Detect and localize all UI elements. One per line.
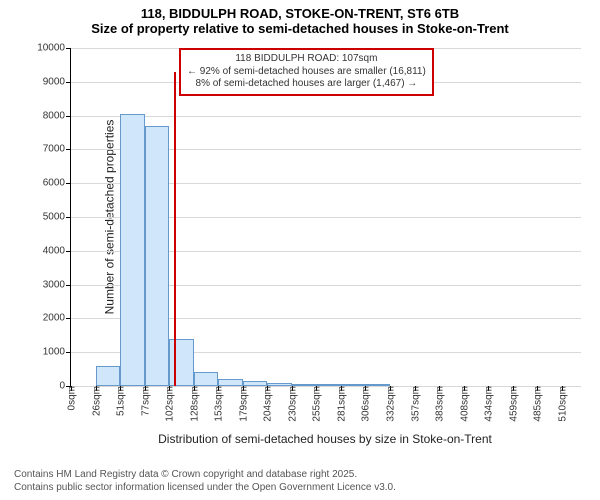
chart-title-line2: Size of property relative to semi-detach… (0, 21, 600, 36)
annotation-line2: ← 92% of semi-detached houses are smalle… (187, 66, 426, 79)
x-tick-label: 510sqm (555, 386, 568, 422)
y-tick-label: 8000 (43, 110, 71, 121)
annotation-line1: 118 BIDDULPH ROAD: 107sqm (187, 53, 426, 66)
x-tick-label: 77sqm (138, 386, 151, 416)
chart-title-line1: 118, BIDDULPH ROAD, STOKE-ON-TRENT, ST6 … (0, 6, 600, 21)
x-tick-label: 26sqm (89, 386, 102, 416)
x-axis-title: Distribution of semi-detached houses by … (70, 432, 580, 446)
chart-plot: 0100020003000400050006000700080009000100… (70, 48, 581, 387)
y-tick-label: 7000 (43, 144, 71, 155)
y-tick-label: 3000 (43, 279, 71, 290)
histogram-bar (169, 339, 194, 386)
x-tick-label: 332sqm (383, 386, 396, 422)
footer-line1: Contains HM Land Registry data © Crown c… (14, 468, 396, 481)
x-tick-label: 179sqm (236, 386, 249, 422)
histogram-bar (120, 114, 145, 386)
annotation-box: 118 BIDDULPH ROAD: 107sqm← 92% of semi-d… (179, 48, 434, 96)
x-tick-label: 281sqm (334, 386, 347, 422)
y-tick-label: 5000 (43, 212, 71, 223)
x-tick-label: 102sqm (163, 386, 176, 422)
chart-title-block: 118, BIDDULPH ROAD, STOKE-ON-TRENT, ST6 … (0, 0, 600, 36)
x-tick-label: 204sqm (261, 386, 274, 422)
footer-line2: Contains public sector information licen… (14, 481, 396, 494)
x-tick-label: 408sqm (457, 386, 470, 422)
y-tick-label: 2000 (43, 313, 71, 324)
x-tick-label: 255sqm (310, 386, 323, 422)
grid-line (71, 116, 581, 117)
x-tick-label: 306sqm (359, 386, 372, 422)
histogram-bar (218, 379, 243, 386)
histogram-bar (96, 366, 121, 386)
y-tick-label: 9000 (43, 76, 71, 87)
x-tick-label: 485sqm (531, 386, 544, 422)
x-tick-label: 128sqm (187, 386, 200, 422)
x-tick-label: 459sqm (506, 386, 519, 422)
x-tick-label: 0sqm (65, 386, 78, 410)
chart-plot-area: 0100020003000400050006000700080009000100… (70, 48, 580, 386)
histogram-bar (194, 372, 219, 386)
y-tick-label: 10000 (37, 43, 71, 54)
x-tick-label: 383sqm (433, 386, 446, 422)
y-tick-label: 6000 (43, 178, 71, 189)
x-tick-label: 153sqm (212, 386, 225, 422)
histogram-bar (145, 126, 170, 386)
y-tick-label: 1000 (43, 347, 71, 358)
y-tick-label: 4000 (43, 245, 71, 256)
chart-footer: Contains HM Land Registry data © Crown c… (14, 468, 396, 494)
property-marker-line (174, 72, 176, 386)
x-tick-label: 434sqm (482, 386, 495, 422)
x-tick-label: 51sqm (114, 386, 127, 416)
x-tick-label: 357sqm (408, 386, 421, 422)
x-tick-label: 230sqm (285, 386, 298, 422)
annotation-line3: 8% of semi-detached houses are larger (1… (187, 78, 426, 91)
